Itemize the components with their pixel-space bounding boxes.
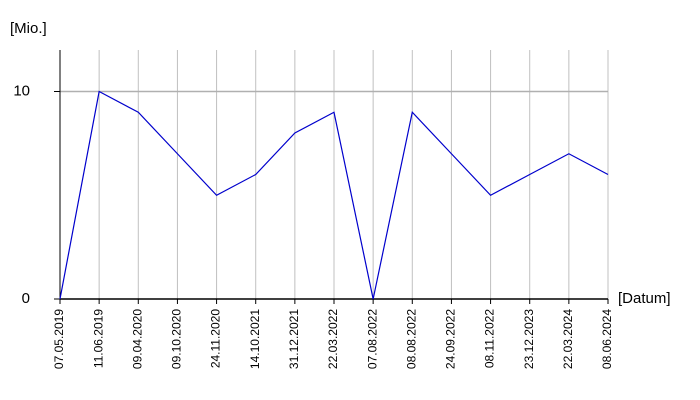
x-tick-label: 08.08.2022 [404,309,418,369]
x-tick-label: 31.12.2021 [287,309,301,369]
x-tick-label: 08.06.2024 [600,309,614,369]
y-tick-label: 0 [22,290,30,307]
x-tick-label: 09.04.2020 [130,309,144,369]
x-tick-label: 22.03.2022 [326,309,340,369]
x-axis-label: [Datum] [618,290,671,307]
x-tick-label: 07.08.2022 [365,309,379,369]
x-tick-label: 07.05.2019 [52,309,66,369]
x-tick-label: 09.10.2020 [170,309,184,369]
data-line [59,90,609,300]
x-tick-label: 23.12.2023 [522,309,536,369]
y-axis-label: [Mio.] [10,20,47,37]
y-tick-label: 10 [13,82,30,99]
x-tick-label: 24.11.2020 [209,309,223,368]
x-tick-label: 22.03.2024 [561,309,575,369]
x-tick-label: 08.11.2022 [483,309,497,368]
x-tick-label: 24.09.2022 [444,309,458,369]
x-tick-label: 11.06.2019 [91,309,105,368]
x-tick-label: 14.10.2021 [248,309,262,369]
